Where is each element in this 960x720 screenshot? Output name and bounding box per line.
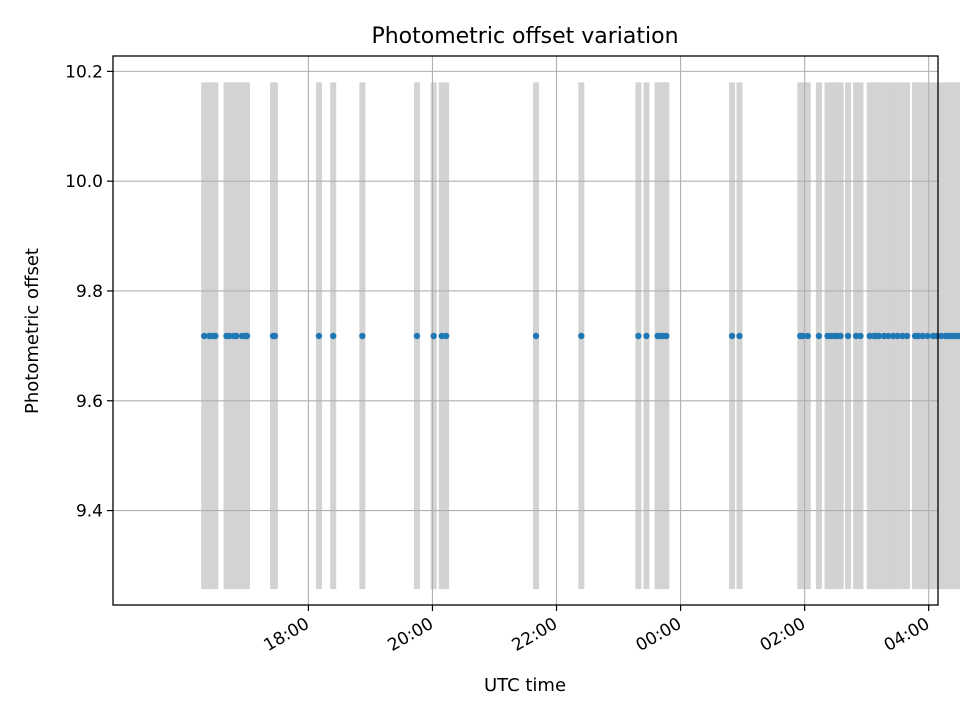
data-point: [837, 332, 844, 340]
x-tick-label: 00:00: [633, 614, 685, 656]
x-tick-label: 02:00: [757, 614, 809, 656]
y-tick-label: 10.2: [65, 62, 103, 82]
y-tick-label: 9.4: [76, 502, 103, 522]
data-point: [924, 332, 931, 340]
data-point: [736, 332, 743, 340]
data-point: [212, 332, 219, 340]
data-point: [804, 332, 811, 340]
plot-area-frame: [112, 55, 939, 606]
y-axis-label: Photometric offset: [22, 248, 43, 414]
data-point: [894, 332, 901, 340]
data-point: [643, 332, 650, 340]
data-point: [359, 332, 366, 340]
data-point: [330, 332, 337, 340]
data-point: [857, 332, 864, 340]
data-point: [243, 332, 251, 340]
data-point: [200, 332, 208, 340]
chart-title: Photometric offset variation: [371, 24, 678, 49]
y-tick-label: 9.6: [76, 392, 103, 412]
data-points-layer: [200, 332, 960, 340]
data-point: [885, 332, 892, 340]
data-point: [430, 332, 437, 340]
x-tick-label: 04:00: [881, 614, 933, 656]
x-tick-label: 22:00: [509, 614, 561, 656]
data-point: [799, 332, 806, 340]
x-axis-ticks: 18:00 20:00 22:00 00:00 02:00 04:00: [260, 605, 933, 656]
grid-layer: [113, 56, 938, 605]
data-point: [728, 332, 736, 340]
data-point: [233, 332, 240, 340]
data-point: [532, 332, 540, 340]
data-point: [663, 332, 670, 340]
x-axis-label: UTC time: [484, 675, 566, 696]
data-point: [956, 332, 960, 340]
data-point: [315, 332, 323, 340]
data-point: [271, 332, 279, 340]
data-point: [578, 332, 585, 340]
data-point: [815, 332, 823, 340]
y-axis-ticks: 9.4 9.6 9.8 10.0 10.2: [65, 62, 113, 522]
y-tick-label: 10.0: [65, 172, 103, 192]
x-tick-label: 20:00: [385, 614, 437, 656]
y-tick-label: 9.8: [76, 282, 103, 302]
data-point: [875, 332, 883, 340]
data-point: [919, 332, 926, 340]
data-point: [635, 332, 642, 340]
data-point: [442, 332, 450, 340]
data-point: [413, 332, 421, 340]
data-point: [903, 332, 911, 340]
x-tick-label: 18:00: [260, 614, 312, 656]
data-point: [844, 332, 852, 340]
